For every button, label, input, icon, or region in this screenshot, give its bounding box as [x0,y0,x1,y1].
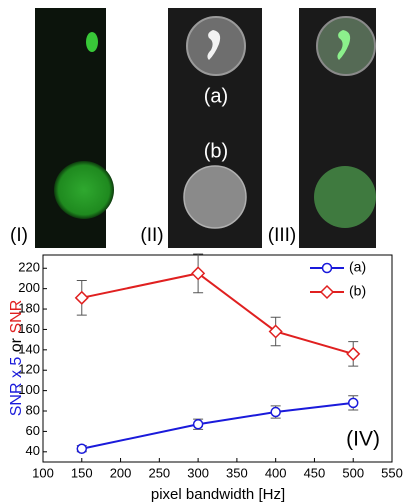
data-point [346,346,361,361]
legend-marker [321,262,333,274]
data-point [76,443,88,454]
image-label: (a) [204,85,228,107]
y-tick-label: 140 [18,341,40,356]
data-point [192,419,204,430]
y-tick-label: 80 [26,402,40,417]
data-point [74,290,89,305]
x-tick-label: 250 [148,465,170,480]
panel-label: (III) [268,225,297,246]
y-tick-label: 200 [18,280,40,295]
x-tick-label: 450 [304,465,326,480]
x-tick-label: 350 [226,465,248,480]
data-point [270,406,281,418]
legend-label: (b) [349,283,366,299]
x-tick-label: 150 [71,465,93,480]
series-line [81,401,354,450]
plot-frame [42,254,393,463]
panel-label: (I) [10,225,28,246]
y-label-part: SNR [8,300,25,334]
legend-label: (a) [349,259,366,275]
panel-label: (II) [140,225,163,246]
y-tick-label: 180 [18,300,40,315]
x-tick-label: 100 [32,465,54,480]
y-tick-label: 60 [26,423,40,438]
x-tick-label: 400 [265,465,287,480]
data-point [191,266,206,281]
y-tick-label: 160 [18,321,40,336]
y-tick-label: 40 [26,443,40,458]
panel-iii [299,8,376,248]
series-line [81,272,354,355]
panel-annotation: (IV) [346,428,380,451]
y-tick-label: 220 [18,260,40,275]
x-tick-label: 200 [110,465,132,480]
data-point [268,324,283,339]
x-tick-label: 500 [342,465,364,480]
legend-marker [319,284,335,300]
panel-ii: (a) (b) [168,8,262,248]
y-tick-label: 100 [18,382,40,397]
x-axis-label: pixel bandwidth [Hz] [151,486,285,503]
panel-i [35,8,114,248]
y-label-part: SNR x 5 [8,357,25,417]
y-tick-label: 120 [18,362,40,377]
image-label: (b) [204,140,228,162]
x-tick-label: 550 [381,465,403,480]
y-axis-label: SNR x 5 or SNR [8,300,25,417]
data-point [347,397,359,409]
y-label-part: or [8,337,25,352]
x-tick-label: 300 [187,465,209,480]
